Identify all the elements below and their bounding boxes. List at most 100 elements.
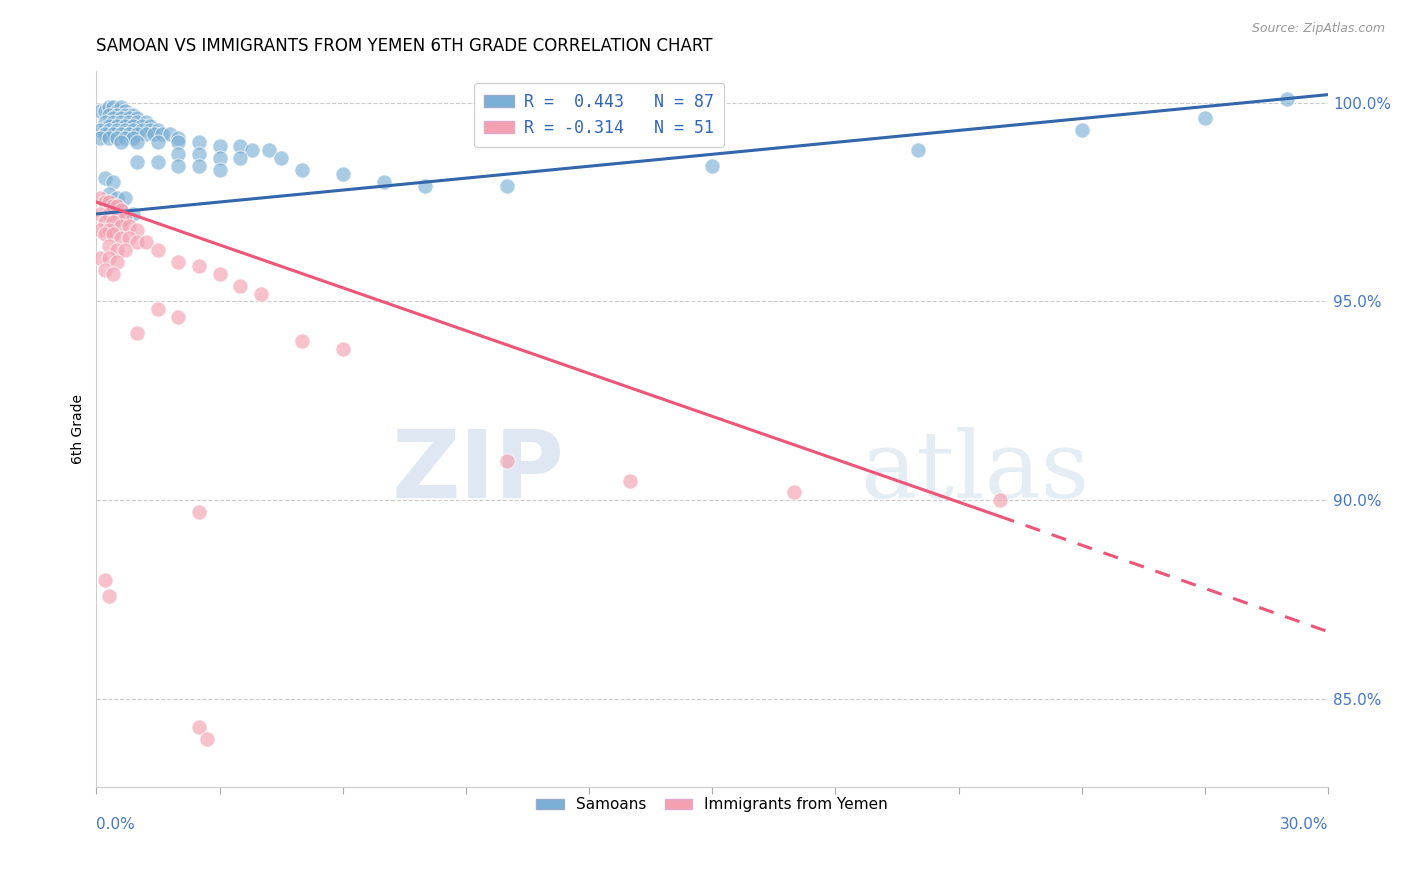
Point <box>135 235 157 249</box>
Point <box>114 191 136 205</box>
Point <box>257 144 280 158</box>
Point <box>496 179 519 194</box>
Point <box>114 103 136 118</box>
Point <box>101 99 124 113</box>
Point <box>105 254 128 268</box>
Point <box>127 326 149 341</box>
Point <box>105 123 128 137</box>
Point <box>118 107 141 121</box>
Point <box>122 131 145 145</box>
Point <box>89 123 111 137</box>
Point <box>146 243 169 257</box>
Point <box>167 136 190 150</box>
Point <box>229 139 252 153</box>
Point <box>114 243 136 257</box>
Text: Source: ZipAtlas.com: Source: ZipAtlas.com <box>1251 22 1385 36</box>
Point <box>101 175 124 189</box>
Point <box>1194 112 1216 126</box>
Point <box>188 259 211 273</box>
Point <box>127 235 149 249</box>
Point <box>118 128 141 142</box>
Point <box>122 207 145 221</box>
Point <box>332 167 354 181</box>
Point <box>127 115 149 129</box>
Point <box>101 267 124 281</box>
Point <box>105 107 128 121</box>
Point <box>146 123 169 137</box>
Point <box>127 136 149 150</box>
Point <box>229 151 252 165</box>
Point <box>167 254 190 268</box>
Point <box>122 107 145 121</box>
Point <box>167 131 190 145</box>
Point <box>93 171 115 186</box>
Point <box>146 302 169 317</box>
Point <box>118 219 141 233</box>
Point <box>114 120 136 134</box>
Point <box>89 251 111 265</box>
Point <box>122 120 145 134</box>
Point <box>97 107 120 121</box>
Point <box>97 194 120 209</box>
Point <box>291 334 314 349</box>
Point <box>105 211 128 225</box>
Point <box>167 147 190 161</box>
Text: 30.0%: 30.0% <box>1279 817 1329 832</box>
Point <box>93 194 115 209</box>
Point <box>702 159 724 173</box>
Point <box>110 99 132 113</box>
Point <box>208 163 231 178</box>
Point <box>105 131 128 145</box>
Y-axis label: 6th Grade: 6th Grade <box>72 393 86 464</box>
Point <box>114 107 136 121</box>
Point <box>783 485 806 500</box>
Point <box>127 223 149 237</box>
Point <box>496 453 519 467</box>
Point <box>229 278 252 293</box>
Point <box>105 191 128 205</box>
Point <box>97 99 120 113</box>
Point <box>93 262 115 277</box>
Legend: Samoans, Immigrants from Yemen: Samoans, Immigrants from Yemen <box>530 791 894 819</box>
Point <box>110 115 132 129</box>
Point <box>93 227 115 241</box>
Point <box>114 123 136 137</box>
Point <box>131 123 153 137</box>
Point <box>97 239 120 253</box>
Point <box>413 179 436 194</box>
Point <box>188 505 211 519</box>
Point <box>110 128 132 142</box>
Point <box>142 128 165 142</box>
Point <box>93 573 115 587</box>
Point <box>114 211 136 225</box>
Point <box>208 151 231 165</box>
Text: atlas: atlas <box>860 426 1090 516</box>
Text: ZIP: ZIP <box>391 425 564 517</box>
Point <box>188 147 211 161</box>
Point <box>127 112 149 126</box>
Text: SAMOAN VS IMMIGRANTS FROM YEMEN 6TH GRADE CORRELATION CHART: SAMOAN VS IMMIGRANTS FROM YEMEN 6TH GRAD… <box>97 37 713 55</box>
Text: 0.0%: 0.0% <box>97 817 135 832</box>
Point <box>89 191 111 205</box>
Point <box>242 144 264 158</box>
Point <box>89 207 111 221</box>
Point <box>135 115 157 129</box>
Point <box>291 163 314 178</box>
Point <box>118 231 141 245</box>
Point <box>373 175 395 189</box>
Point <box>118 115 141 129</box>
Point <box>93 215 115 229</box>
Point <box>105 103 128 118</box>
Point <box>159 128 181 142</box>
Point <box>208 139 231 153</box>
Point <box>101 115 124 129</box>
Point <box>167 310 190 325</box>
Point <box>97 589 120 603</box>
Point <box>110 219 132 233</box>
Point <box>118 112 141 126</box>
Point <box>188 720 211 734</box>
Point <box>270 151 292 165</box>
Point <box>907 144 929 158</box>
Point <box>167 159 190 173</box>
Point <box>105 243 128 257</box>
